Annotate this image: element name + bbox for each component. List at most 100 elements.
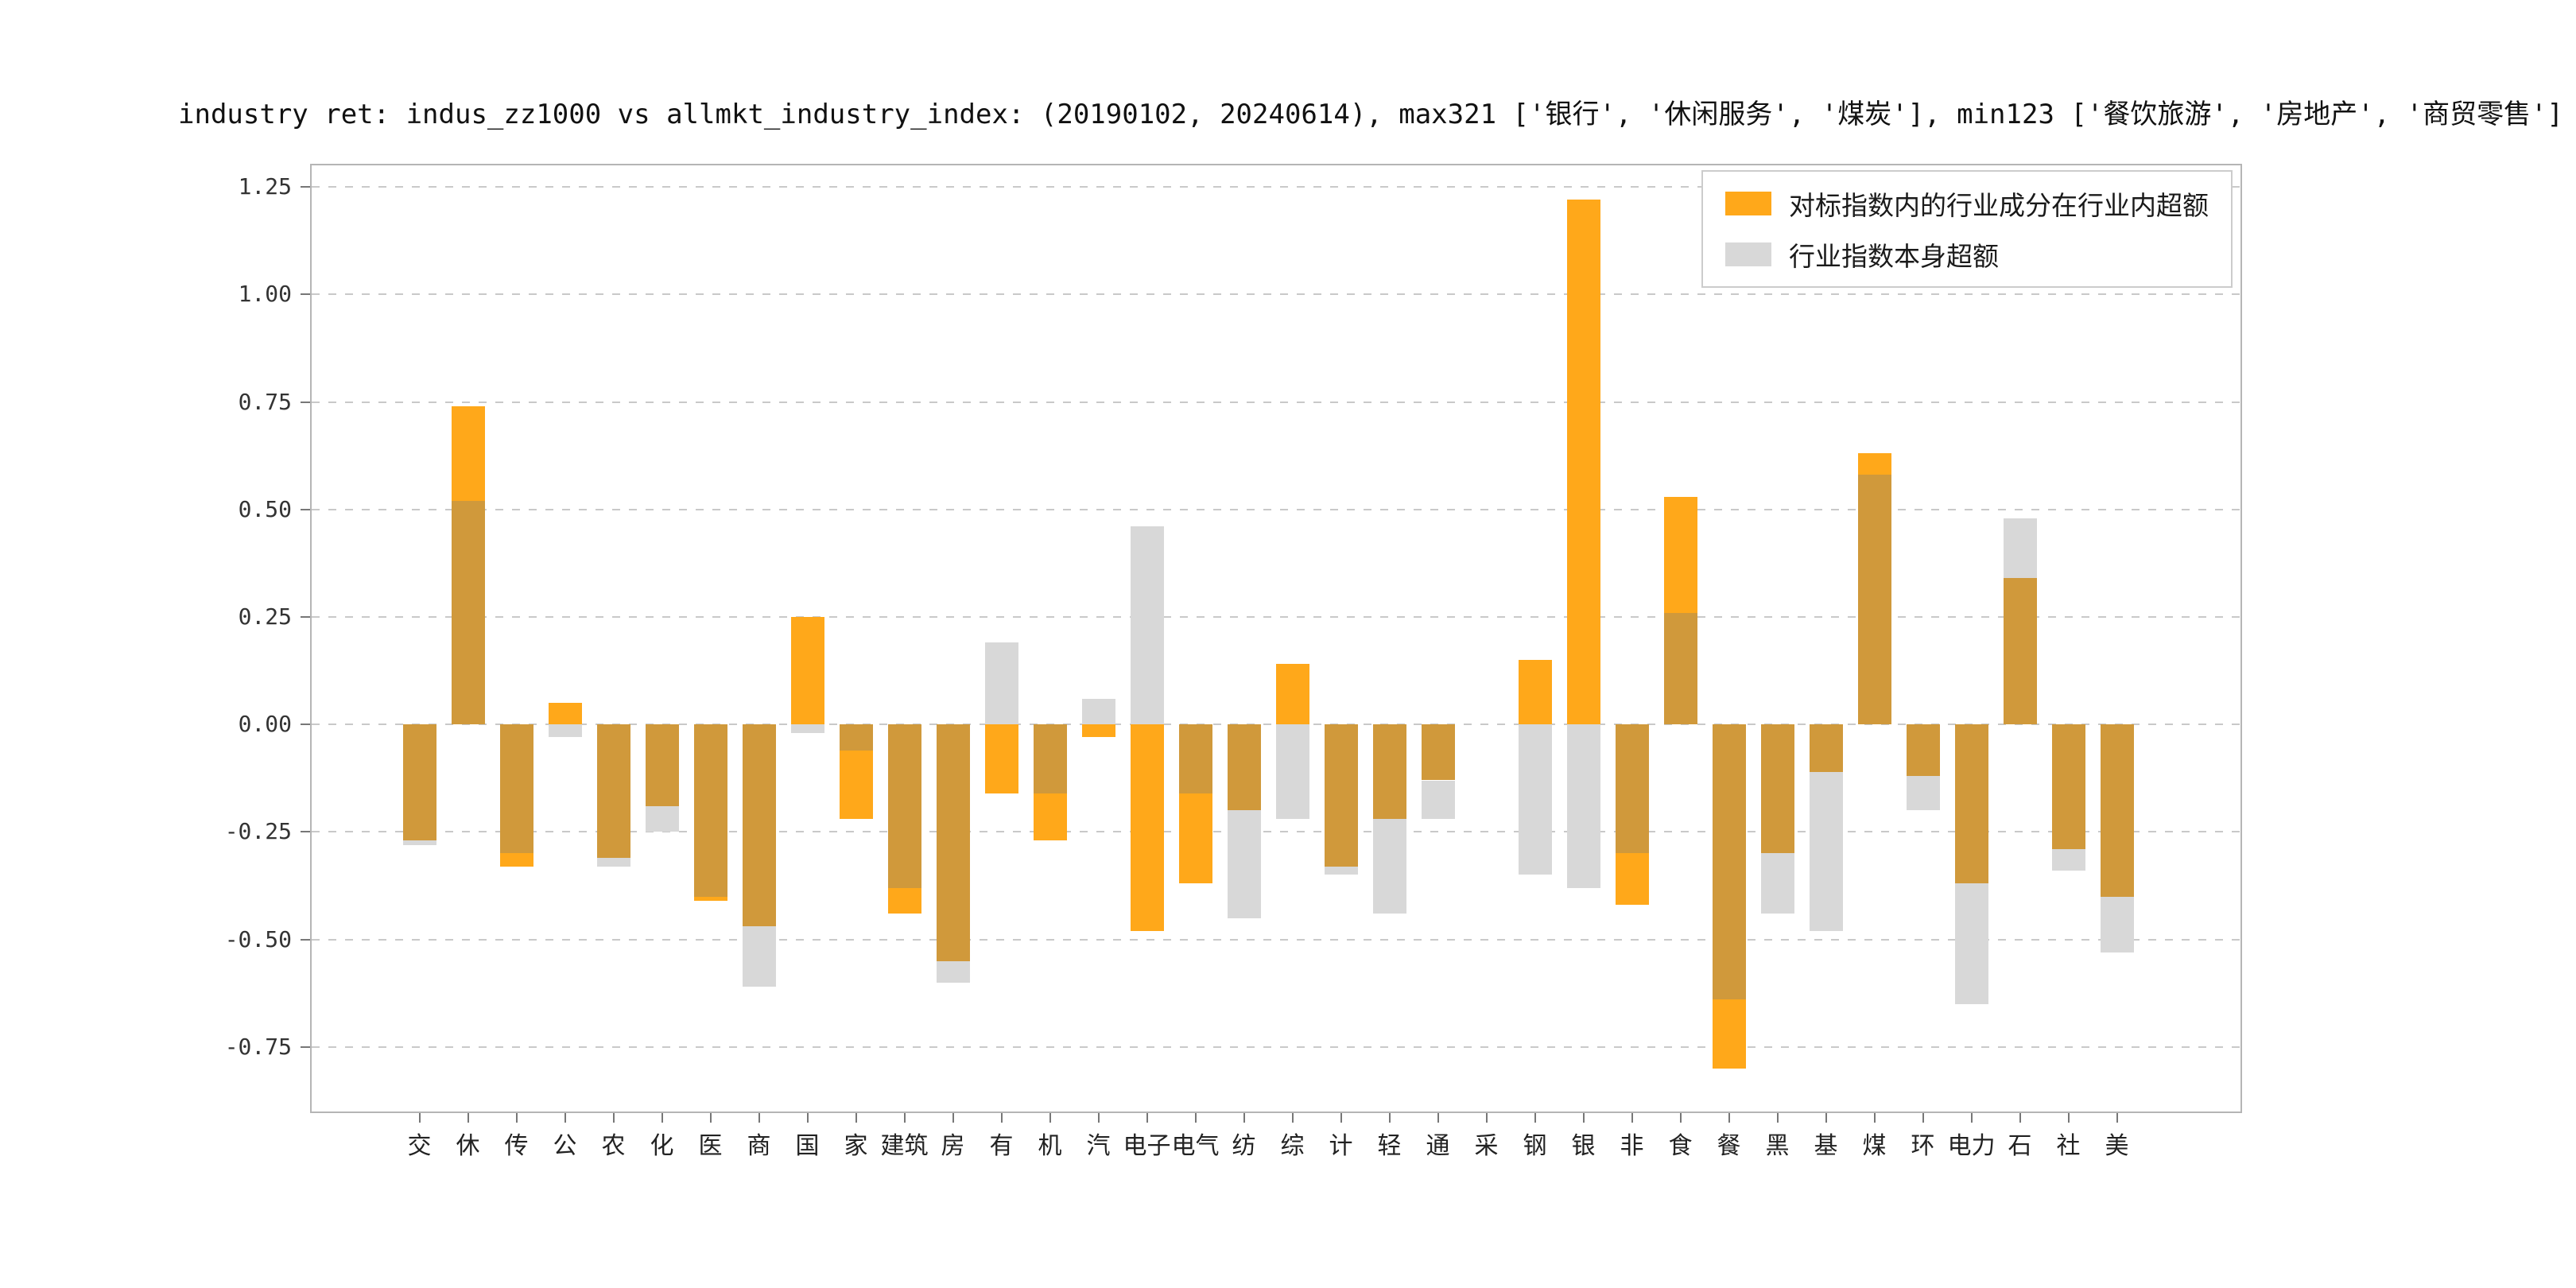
x-tick-mark [1922, 1113, 1924, 1123]
y-tick-label: 0.00 [238, 711, 292, 738]
bar-segment [1954, 724, 1988, 884]
bar-segment [1615, 724, 1649, 854]
x-tick-mark [1000, 1113, 1003, 1123]
x-tick-mark [515, 1113, 518, 1123]
x-tick-label: 黑 [1765, 1132, 1790, 1160]
x-tick-mark [758, 1113, 760, 1123]
x-tick-mark [661, 1113, 663, 1123]
bar-segment [645, 724, 679, 806]
bar-segment [402, 724, 436, 841]
x-tick-mark [952, 1113, 954, 1123]
bar-segment [1518, 660, 1552, 725]
x-tick-label: 餐 [1717, 1132, 1741, 1160]
bar-segment [1372, 819, 1406, 914]
x-tick-label: 休 [456, 1132, 480, 1160]
x-tick-label: 纺 [1232, 1132, 1256, 1160]
bar-segment [1857, 453, 1891, 475]
x-tick-label: 石 [2008, 1132, 2032, 1160]
x-tick-mark [418, 1113, 421, 1123]
bar-segment [1372, 724, 1406, 820]
legend-item-gray: 行业指数本身超额 [1725, 235, 2209, 274]
bar-segment [790, 724, 824, 733]
bar-segment [693, 724, 727, 897]
x-tick-mark [1679, 1113, 1682, 1123]
bar-segment [645, 805, 679, 832]
x-tick-label: 美 [2105, 1132, 2129, 1160]
bar-segment [1663, 612, 1697, 725]
y-tick-label: 0.25 [238, 603, 292, 630]
x-tick-mark [2067, 1113, 2070, 1123]
bar-segment [499, 724, 533, 854]
y-tick-mark [301, 1046, 310, 1048]
x-tick-mark [1437, 1113, 1439, 1123]
bar-segment [1663, 496, 1697, 613]
bar-segment [839, 750, 873, 820]
x-tick-label: 电力 [1947, 1132, 1996, 1160]
bar-segment [693, 896, 727, 901]
grid-line [312, 401, 2240, 403]
bar-segment [1324, 724, 1358, 867]
plot-area: 对标指数内的行业成分在行业内超额 行业指数本身超额 1.25 1.00 0.75 0.… [225, 164, 2242, 1160]
bar-segment [1615, 853, 1649, 906]
bar-segment [2100, 724, 2134, 897]
x-tick-label: 房 [941, 1132, 965, 1160]
legend-swatch-orange [1725, 192, 1771, 215]
x-tick-label: 医 [698, 1132, 723, 1160]
x-tick-label: 电气 [1171, 1132, 1220, 1160]
x-tick-label: 有 [989, 1132, 1014, 1160]
bar-segment [596, 724, 630, 858]
bar-segment [742, 926, 776, 987]
x-tick-label: 通 [1426, 1132, 1450, 1160]
grid-line [312, 1046, 2240, 1048]
bar-segment [1275, 664, 1309, 725]
y-tick-label: -0.75 [224, 1033, 292, 1060]
x-tick-mark [855, 1113, 857, 1123]
y-tick-mark [301, 508, 310, 510]
bar-segment [984, 642, 1018, 725]
x-tick-mark [1388, 1113, 1391, 1123]
y-tick-mark [301, 615, 310, 618]
x-tick-mark [1291, 1113, 1294, 1123]
x-tick-label: 机 [1038, 1132, 1062, 1160]
bar-segment [1275, 724, 1309, 820]
bar-segment [596, 857, 630, 867]
x-tick-mark [2116, 1113, 2118, 1123]
x-tick-mark [806, 1113, 809, 1123]
x-tick-mark [903, 1113, 906, 1123]
y-tick-mark [301, 186, 310, 188]
x-tick-mark [1728, 1113, 1730, 1123]
bar-segment [839, 724, 873, 751]
y-tick-label: 0.50 [238, 495, 292, 522]
x-tick-label: 食 [1668, 1132, 1693, 1160]
bar-segment [1421, 724, 1455, 781]
x-tick-label: 商 [747, 1132, 771, 1160]
bar-segment [548, 724, 582, 738]
bar-segment [1954, 883, 1988, 1004]
x-tick-mark [1194, 1113, 1197, 1123]
x-tick-label: 钢 [1523, 1132, 1547, 1160]
x-tick-mark [1873, 1113, 1876, 1123]
x-tick-mark [1631, 1113, 1633, 1123]
x-tick-mark [1485, 1113, 1488, 1123]
x-tick-mark [467, 1113, 469, 1123]
x-tick-mark [1340, 1113, 1342, 1123]
bar-segment [1130, 526, 1164, 725]
bar-segment [2003, 578, 2037, 725]
bar-segment [1906, 776, 1940, 811]
bar-segment [2051, 849, 2085, 871]
y-tick-mark [301, 938, 310, 941]
bar-segment [1178, 793, 1212, 884]
x-tick-mark [1582, 1113, 1585, 1123]
x-tick-mark [1534, 1113, 1536, 1123]
grid-line [312, 508, 2240, 510]
y-tick-mark [301, 831, 310, 833]
x-tick-mark [612, 1113, 615, 1123]
x-tick-label: 综 [1280, 1132, 1305, 1160]
legend-swatch-gray [1725, 242, 1771, 266]
x-tick-label: 国 [795, 1132, 820, 1160]
bar-segment [1712, 999, 1746, 1069]
legend-item-orange: 对标指数内的行业成分在行业内超额 [1725, 184, 2209, 223]
bar-segment [1421, 780, 1455, 820]
grid-line [312, 186, 2240, 188]
